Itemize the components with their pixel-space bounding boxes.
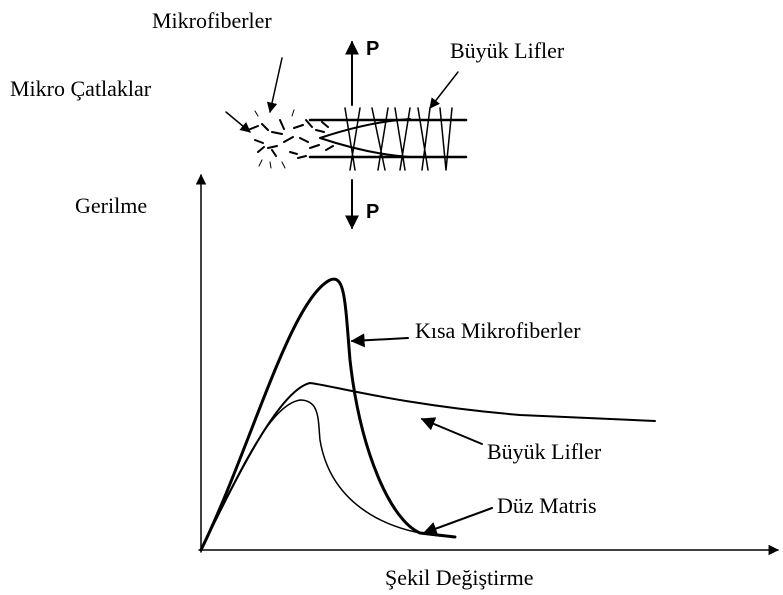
- pointer: [420, 417, 483, 445]
- pointer: [429, 71, 459, 109]
- inset-label: Mikro Çatlaklar: [10, 76, 152, 101]
- short-microfiber-curve: [199, 277, 457, 552]
- pointer: [422, 507, 493, 536]
- pointer: [350, 333, 409, 348]
- load-label: P: [366, 38, 379, 60]
- large-fiber-curve: [200, 382, 656, 551]
- plain-matrix-curve: [200, 399, 441, 551]
- load-label: P: [366, 201, 379, 223]
- pointer: [266, 57, 283, 114]
- curve-label: Kısa Mikrofiberler: [415, 318, 581, 343]
- y-axis-label: Gerilme: [75, 193, 147, 218]
- inset-label: Mikrofiberler: [152, 8, 272, 33]
- curve-label: Büyük Lifler: [487, 439, 602, 464]
- pointer: [225, 111, 251, 133]
- x-axis-label: Şekil Değiştirme: [385, 565, 533, 590]
- curve-label: Düz Matris: [497, 493, 597, 518]
- inset-label: Büyük Lifler: [450, 38, 565, 63]
- specimen: [247, 107, 468, 171]
